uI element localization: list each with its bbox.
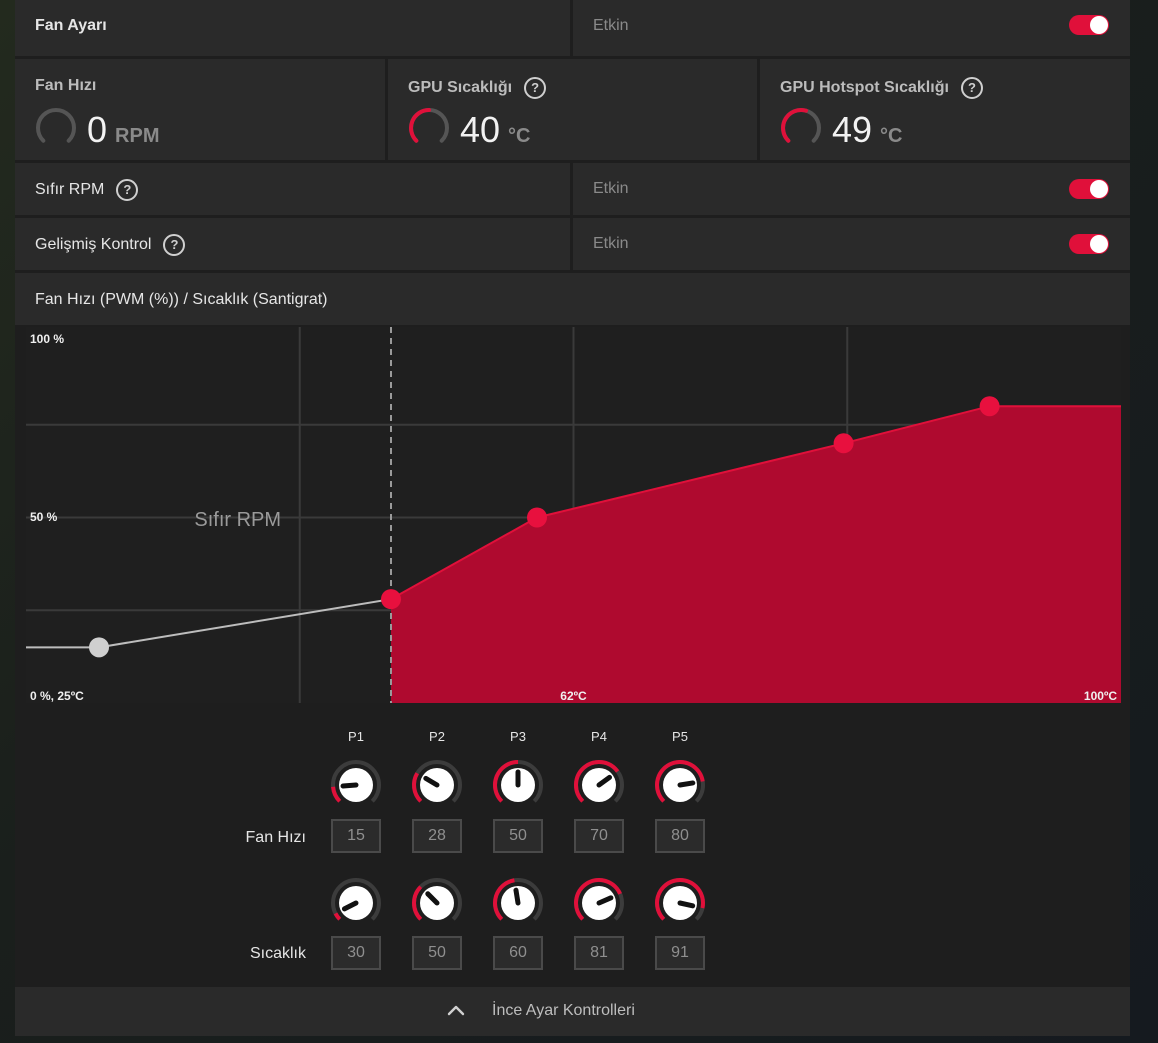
temperature-row-label: Sıcaklık — [249, 945, 306, 962]
zero-rpm-label-wrap: Sıfır RPM? — [35, 179, 139, 201]
fan-speed-value-2[interactable]: 28 — [412, 819, 462, 853]
x-axis-mid-label: 62ºC — [560, 689, 587, 703]
fan-speed-value-4[interactable]: 70 — [574, 819, 624, 853]
zero-rpm-point[interactable] — [89, 637, 109, 658]
temperature-knob-2[interactable] — [410, 876, 464, 930]
gpu-temp-unit: °C — [508, 125, 531, 147]
hotspot-temp-gauge-icon — [781, 108, 821, 143]
hotspot-temp-help-icon[interactable]: ? — [960, 77, 983, 99]
fan-speed-value-1[interactable]: 15 — [331, 819, 381, 853]
zero-rpm-toggle[interactable] — [1069, 179, 1109, 199]
fan-speed-value-3[interactable]: 50 — [493, 819, 543, 853]
fan-speed-readout: 0 RPM — [87, 109, 159, 151]
point-header-1: P1 — [348, 729, 364, 744]
fan-speed-knob-2[interactable] — [410, 758, 464, 812]
hotspot-temp-value: 49 — [832, 109, 873, 150]
gpu-temp-title: GPU Sıcaklığı — [408, 79, 513, 97]
point-header-5: P5 — [672, 729, 688, 744]
temperature-value-1[interactable]: 30 — [331, 936, 381, 970]
y-axis-max-label: 100 % — [30, 332, 64, 346]
temperature-value-3[interactable]: 60 — [493, 936, 543, 970]
fan-speed-row-label: Fan Hızı — [245, 829, 306, 846]
fan-tuning-status-cell: Etkin — [573, 0, 1130, 56]
temperature-knob-3[interactable] — [491, 876, 545, 930]
advanced-control-label-wrap: Gelişmiş Kontrol? — [35, 234, 186, 256]
gpu-temp-help-icon[interactable]: ? — [524, 77, 547, 99]
advanced-control-status-cell: Etkin — [573, 218, 1130, 270]
y-axis-mid-label: 50 % — [30, 510, 58, 524]
curve-point-1[interactable] — [381, 589, 401, 610]
temperature-knob-1[interactable] — [329, 876, 383, 930]
advanced-control-help-icon[interactable]: ? — [163, 234, 186, 256]
chart-title: Fan Hızı (PWM (%)) / Sıcaklık (Santigrat… — [35, 291, 328, 308]
stats-row: Fan Hızı 0 RPM GPU Sıcaklığı? 40 °C GPU Ho… — [15, 59, 1130, 160]
temperature-value-5[interactable]: 91 — [655, 936, 705, 970]
fan-speed-value: 0 — [87, 109, 108, 150]
zero-rpm-status: Etkin — [593, 180, 629, 197]
fan-tuning-status: Etkin — [593, 17, 629, 34]
fan-curve-area — [391, 406, 1121, 703]
gpu-temp-title-wrap: GPU Sıcaklığı? — [408, 77, 547, 99]
zero-rpm-help-icon[interactable]: ? — [116, 179, 139, 201]
zero-rpm-zone-label: Sıfır RPM — [194, 509, 281, 531]
hotspot-temp-unit: °C — [880, 125, 903, 147]
fan-speed-unit: RPM — [115, 125, 160, 147]
zero-rpm-cell: Sıfır RPM? — [15, 163, 570, 215]
point-header-3: P3 — [510, 729, 526, 744]
fan-speed-stat: Fan Hızı 0 RPM — [15, 59, 385, 160]
fan-curve-chart[interactable]: 100 % 50 % 0 %, 25ºC 62ºC 100ºC Sıfır RPM — [26, 327, 1121, 703]
fan-speed-title: Fan Hızı — [35, 77, 97, 94]
gpu-temp-value: 40 — [460, 109, 501, 150]
origin-label: 0 %, 25ºC — [30, 689, 84, 703]
temperature-knob-5[interactable] — [653, 876, 707, 930]
fan-tuning-panel: Fan Ayarı Etkin Fan Hızı 0 RPM GPU Sıcakl… — [15, 0, 1130, 1036]
advanced-control-row: Gelişmiş Kontrol? Etkin — [15, 218, 1130, 270]
fan-speed-gauge-icon — [36, 108, 76, 143]
fan-speed-knob-5[interactable] — [653, 758, 707, 812]
fine-tune-controls-bar[interactable]: İnce Ayar Kontrolleri — [15, 987, 1130, 1036]
advanced-control-status: Etkin — [593, 235, 629, 252]
fan-speed-knob-1[interactable] — [329, 758, 383, 812]
hotspot-temp-readout: 49 °C — [832, 109, 903, 151]
zero-rpm-status-cell: Etkin — [573, 163, 1130, 215]
temperature-knob-4[interactable] — [572, 876, 626, 930]
chart-title-row: Fan Hızı (PWM (%)) / Sıcaklık (Santigrat… — [15, 273, 1130, 325]
fan-tuning-row: Fan Ayarı Etkin — [15, 0, 1130, 56]
advanced-control-cell: Gelişmiş Kontrol? — [15, 218, 570, 270]
fan-speed-value-5[interactable]: 80 — [655, 819, 705, 853]
curve-point-3[interactable] — [833, 433, 854, 454]
fan-speed-knob-3[interactable] — [491, 758, 545, 812]
fan-tuning-cell: Fan Ayarı — [15, 0, 570, 56]
advanced-control-label: Gelişmiş Kontrol — [35, 236, 152, 254]
curve-point-4[interactable] — [979, 396, 1000, 417]
x-axis-max-label: 100ºC — [1084, 689, 1117, 703]
advanced-control-toggle[interactable] — [1069, 234, 1109, 254]
fan-speed-knob-4[interactable] — [572, 758, 626, 812]
temperature-value-2[interactable]: 50 — [412, 936, 462, 970]
gpu-temp-readout: 40 °C — [460, 109, 531, 151]
fan-tuning-title: Fan Ayarı — [35, 17, 107, 34]
point-header-4: P4 — [591, 729, 607, 744]
hotspot-temp-stat: GPU Hotspot Sıcaklığı? 49 °C — [760, 59, 1130, 160]
temperature-value-4[interactable]: 81 — [574, 936, 624, 970]
gpu-temp-gauge-icon — [409, 108, 449, 143]
hotspot-temp-title-wrap: GPU Hotspot Sıcaklığı? — [780, 77, 983, 99]
fine-tune-controls-label[interactable]: İnce Ayar Kontrolleri — [492, 1002, 635, 1019]
point-header-2: P2 — [429, 729, 445, 744]
curve-point-2[interactable] — [527, 507, 547, 528]
gpu-temp-stat: GPU Sıcaklığı? 40 °C — [388, 59, 757, 160]
chevron-up-icon[interactable] — [447, 1004, 465, 1016]
zero-rpm-label: Sıfır RPM — [35, 181, 105, 199]
fan-curve-svg[interactable]: 100 % 50 % 0 %, 25ºC 62ºC 100ºC Sıfır RPM — [26, 327, 1121, 703]
hotspot-temp-title: GPU Hotspot Sıcaklığı — [780, 79, 949, 97]
zero-rpm-row: Sıfır RPM? Etkin — [15, 163, 1130, 215]
fan-tuning-toggle[interactable] — [1069, 15, 1109, 35]
zero-rpm-line-rise — [98, 598, 392, 649]
